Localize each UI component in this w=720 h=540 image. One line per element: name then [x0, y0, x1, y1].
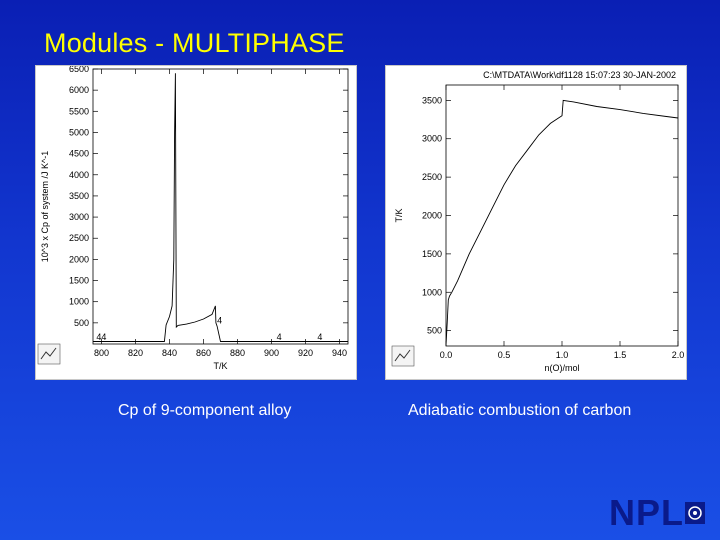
y-tick-label: 3000: [422, 134, 442, 144]
annotation-label: 4: [277, 332, 282, 342]
x-tick-label: 0.5: [498, 350, 511, 360]
y-tick-label: 4500: [69, 149, 89, 159]
series-line: [93, 73, 348, 342]
x-tick-label: 900: [264, 348, 279, 358]
caption-cp: Cp of 9-component alloy: [118, 402, 292, 419]
x-tick-label: 0.0: [440, 350, 453, 360]
y-tick-label: 3500: [69, 191, 89, 201]
y-tick-label: 1000: [422, 287, 442, 297]
plot-frame: [92, 68, 349, 345]
x-tick-label: 880: [230, 348, 245, 358]
x-axis-label: n(O)/mol: [544, 363, 579, 373]
cp-chart: 800 820 840 860 880 900 920 940 500 1000 1500 2000 2…: [37, 66, 349, 371]
annotation-label: 44: [96, 332, 106, 342]
x-tick-label: 860: [196, 348, 211, 358]
annotation-label: 4: [217, 316, 222, 326]
slide-title: Modules - MULTIPHASE: [44, 28, 345, 58]
y-tick-label: 2500: [69, 233, 89, 243]
mtdata-logo-icon: [37, 343, 61, 365]
y-tick-label: 3000: [69, 212, 89, 222]
mtdata-logo-icon: [391, 345, 415, 367]
x-tick-label: 840: [162, 348, 177, 358]
x-tick-label: 2.0: [672, 350, 685, 360]
x-tick-label: 920: [298, 348, 313, 358]
y-tick-label: 1000: [69, 297, 89, 307]
npl-logo: NPL: [609, 492, 706, 534]
combustion-chart-panel: 0.0 0.5 1.0 1.5 2.0 500 1000 1500 2000 2500 3000 35…: [385, 65, 687, 380]
x-tick-label: 800: [94, 348, 109, 358]
y-tick-label: 500: [74, 318, 89, 328]
y-tick-label: 3500: [422, 95, 442, 105]
y-tick-label: 2000: [69, 254, 89, 264]
plot-frame: [445, 84, 679, 347]
y-tick-label: 2500: [422, 172, 442, 182]
cp-chart-panel: 800 820 840 860 880 900 920 940 500 1000 1500 2000 2…: [35, 65, 357, 380]
x-tick-label: 820: [128, 348, 143, 358]
x-tick-label: 1.0: [556, 350, 569, 360]
y-tick-label: 6500: [69, 66, 89, 74]
combustion-chart: 0.0 0.5 1.0 1.5 2.0 500 1000 1500 2000 2500 3000 35…: [391, 70, 685, 373]
y-tick-label: 4000: [69, 170, 89, 180]
chart-title: C:\MTDATA\Work\df1128 15:07:23 30-JAN-20…: [483, 70, 676, 80]
caption-combustion: Adiabatic combustion of carbon: [408, 402, 632, 419]
series-line: [445, 99, 679, 346]
y-axis-label: 10^3 x Cp of system /J K^-1: [40, 151, 50, 263]
y-tick-label: 1500: [69, 276, 89, 286]
npl-logo-text: NPL: [609, 492, 684, 533]
y-tick-label: 500: [427, 326, 442, 336]
y-tick-label: 5500: [69, 106, 89, 116]
x-tick-label: 940: [332, 348, 347, 358]
x-tick-label: 1.5: [614, 350, 627, 360]
y-tick-label: 5000: [69, 127, 89, 137]
y-tick-label: 6000: [69, 85, 89, 95]
y-axis-label: T/K: [394, 208, 404, 222]
x-axis-label: T/K: [213, 361, 227, 371]
y-tick-label: 1500: [422, 249, 442, 259]
y-tick-label: 2000: [422, 211, 442, 221]
annotation-label: 4: [317, 332, 322, 342]
crest-icon: [685, 502, 705, 524]
